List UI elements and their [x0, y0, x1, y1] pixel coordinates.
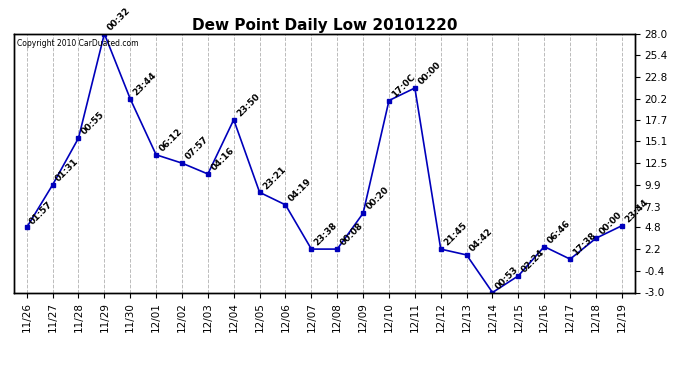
Text: 00:55: 00:55	[80, 110, 106, 137]
Text: 02:24: 02:24	[520, 248, 546, 274]
Text: 04:42: 04:42	[468, 227, 495, 254]
Text: 07:57: 07:57	[184, 135, 210, 162]
Text: 23:21: 23:21	[261, 164, 288, 191]
Text: 00:53: 00:53	[494, 265, 520, 291]
Title: Dew Point Daily Low 20101220: Dew Point Daily Low 20101220	[192, 18, 457, 33]
Text: 01:31: 01:31	[54, 157, 81, 183]
Text: 00:20: 00:20	[364, 186, 391, 212]
Text: 06:12: 06:12	[157, 127, 184, 153]
Text: 23:44: 23:44	[623, 198, 650, 224]
Text: 00:00: 00:00	[598, 211, 624, 237]
Text: 00:32: 00:32	[106, 6, 132, 32]
Text: 23:50: 23:50	[235, 92, 262, 118]
Text: 06:46: 06:46	[546, 219, 572, 245]
Text: 21:45: 21:45	[442, 221, 469, 248]
Text: 00:00: 00:00	[416, 60, 442, 87]
Text: Copyright 2010 CarDuated.com: Copyright 2010 CarDuated.com	[17, 39, 139, 48]
Text: 23:38: 23:38	[313, 221, 339, 248]
Text: 04:16: 04:16	[209, 146, 236, 172]
Text: 01:57: 01:57	[28, 200, 55, 226]
Text: 04:19: 04:19	[287, 177, 313, 204]
Text: 17:38: 17:38	[571, 231, 598, 258]
Text: 17:0C: 17:0C	[391, 72, 417, 99]
Text: 23:44: 23:44	[132, 70, 159, 98]
Text: 00:08: 00:08	[339, 221, 365, 248]
